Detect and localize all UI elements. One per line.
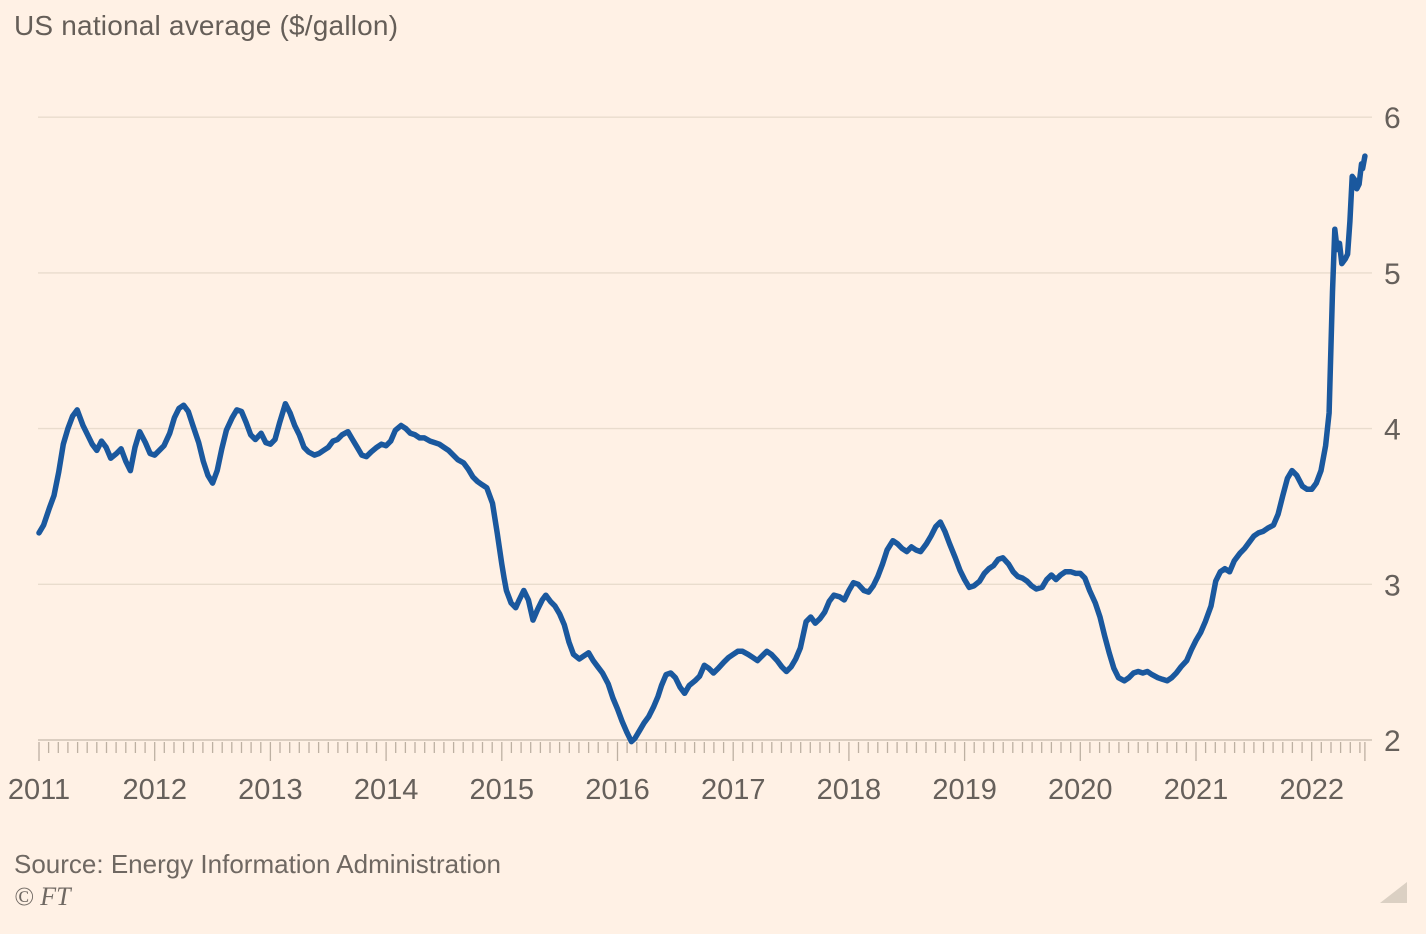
y-tick-label: 6	[1384, 102, 1401, 135]
x-tick-label: 2017	[701, 774, 766, 806]
x-tick-label: 2011	[8, 774, 70, 806]
x-tick-label: 2019	[932, 774, 997, 806]
y-tick-label: 2	[1384, 725, 1401, 758]
chart-title: US national average ($/gallon)	[14, 10, 399, 41]
x-tick-label: 2018	[817, 774, 882, 806]
x-tick-label: 2022	[1279, 774, 1344, 806]
x-tick-label: 2012	[122, 774, 187, 806]
x-tick-label: 2013	[238, 774, 303, 806]
x-tick-label: 2020	[1048, 774, 1113, 806]
y-tick-label: 4	[1384, 414, 1401, 447]
price-line	[36, 153, 1368, 745]
ft-credit: © FT	[14, 882, 71, 911]
x-tick-label: 2015	[470, 774, 535, 806]
x-tick-label: 2021	[1164, 774, 1229, 806]
source-text: Source: Energy Information Administratio…	[14, 849, 502, 879]
x-tick-label: 2014	[354, 774, 419, 806]
x-tick-label: 2016	[585, 774, 650, 806]
y-tick-label: 5	[1384, 258, 1401, 291]
y-tick-label: 3	[1384, 569, 1401, 602]
